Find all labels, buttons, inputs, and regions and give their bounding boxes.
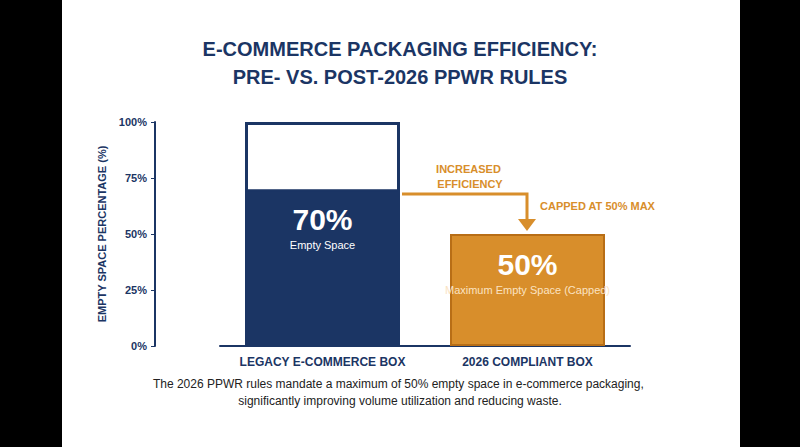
svg-text:70%: 70%	[292, 203, 352, 236]
svg-text:PRE- VS. POST-2026 PPWR RULES: PRE- VS. POST-2026 PPWR RULES	[233, 66, 568, 88]
svg-text:2026 COMPLIANT BOX: 2026 COMPLIANT BOX	[462, 355, 593, 369]
svg-text:100%: 100%	[119, 116, 147, 128]
svg-text:Empty Space: Empty Space	[290, 239, 355, 251]
svg-text:The 2026 PPWR rules mandate a: The 2026 PPWR rules mandate a maximum of…	[153, 377, 647, 391]
svg-text:50%: 50%	[497, 248, 557, 281]
svg-text:EMPTY SPACE PERCENTAGE (%): EMPTY SPACE PERCENTAGE (%)	[96, 145, 108, 322]
svg-text:E-COMMERCE PACKAGING EFFICIENC: E-COMMERCE PACKAGING EFFICIENCY:	[203, 38, 598, 60]
svg-text:significantly improving volume: significantly improving volume utilizati…	[238, 394, 562, 408]
svg-text:0%: 0%	[131, 340, 147, 352]
svg-text:EFFICIENCY: EFFICIENCY	[437, 178, 503, 190]
svg-text:50%: 50%	[125, 228, 147, 240]
svg-text:CAPPED AT 50% MAX: CAPPED AT 50% MAX	[540, 200, 656, 212]
svg-text:25%: 25%	[125, 284, 147, 296]
svg-text:INCREASED: INCREASED	[436, 163, 504, 175]
svg-text:75%: 75%	[125, 172, 147, 184]
svg-text:LEGACY E-COMMERCE BOX: LEGACY E-COMMERCE BOX	[240, 355, 406, 369]
svg-text:Maximum Empty Space (Capped): Maximum Empty Space (Capped)	[445, 284, 610, 296]
